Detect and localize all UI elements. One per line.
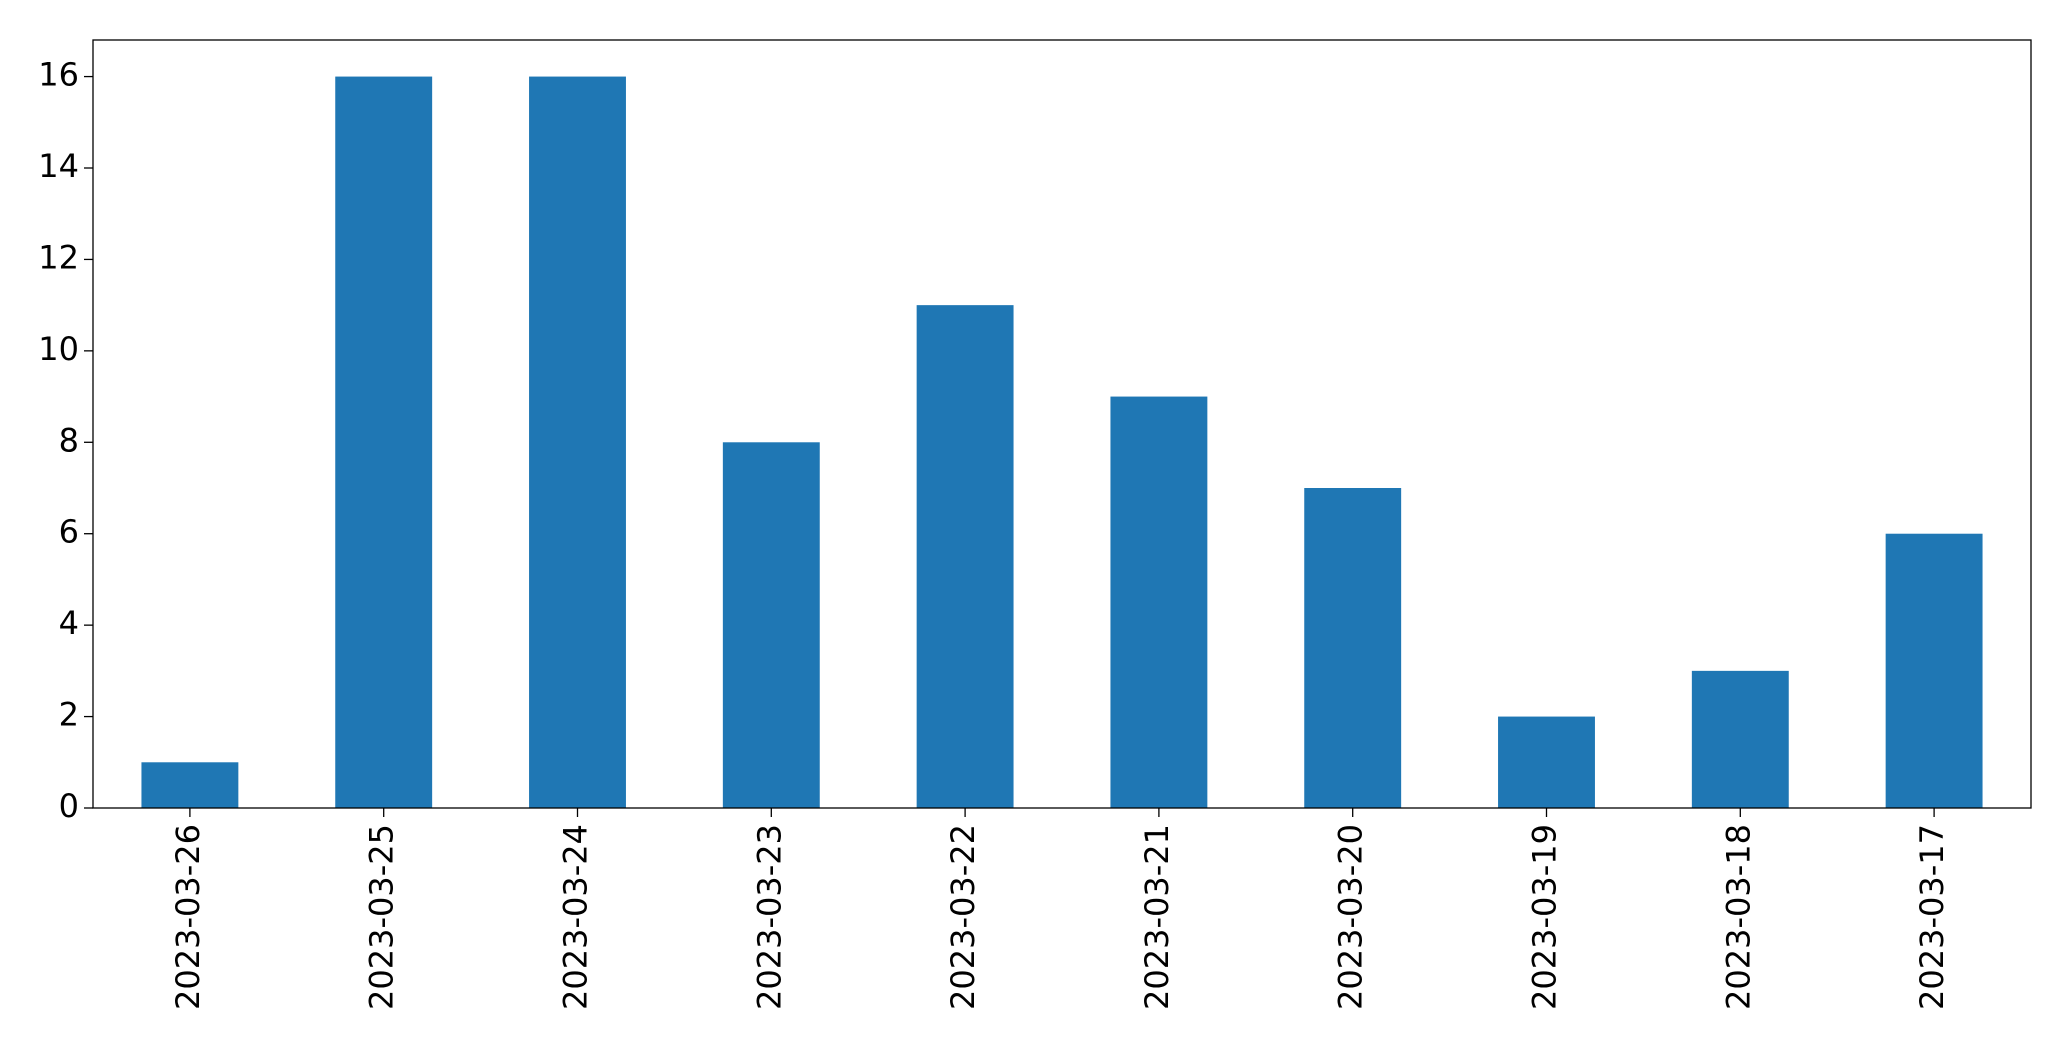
x-tick-label: 2023-03-25: [363, 824, 401, 1010]
x-tick-label: 2023-03-26: [169, 824, 207, 1010]
bar: [1691, 670, 1789, 808]
x-tick-label: 2023-03-24: [557, 824, 595, 1010]
y-tick-label: 10: [38, 330, 79, 368]
y-tick-label: 2: [59, 696, 79, 734]
y-tick-label: 12: [38, 238, 79, 276]
bar: [1110, 396, 1208, 808]
x-tick-label: 2023-03-19: [1526, 824, 1564, 1010]
x-tick-label: 2023-03-21: [1138, 824, 1176, 1010]
bar: [529, 76, 626, 809]
plot-frame: [92, 39, 2032, 809]
y-tick-label: 16: [38, 56, 79, 94]
y-tick-label: 6: [59, 513, 79, 551]
bar: [141, 762, 239, 808]
x-tick-label: 2023-03-18: [1719, 824, 1757, 1010]
y-tick-label: 0: [59, 787, 79, 825]
y-tick-label: 4: [59, 604, 79, 642]
bar: [1498, 716, 1595, 808]
x-tick-label: 2023-03-23: [750, 824, 788, 1010]
y-tick-label: 8: [59, 421, 79, 459]
bar: [916, 305, 1014, 808]
x-tick-label: 2023-03-22: [944, 824, 982, 1010]
bar: [335, 76, 433, 809]
x-tick-label: 2023-03-17: [1913, 824, 1951, 1010]
y-tick-label: 14: [38, 147, 79, 185]
bar: [1885, 533, 1983, 808]
x-tick-label: 2023-03-20: [1332, 824, 1370, 1010]
bar: [1304, 488, 1402, 808]
bar: [722, 442, 820, 808]
